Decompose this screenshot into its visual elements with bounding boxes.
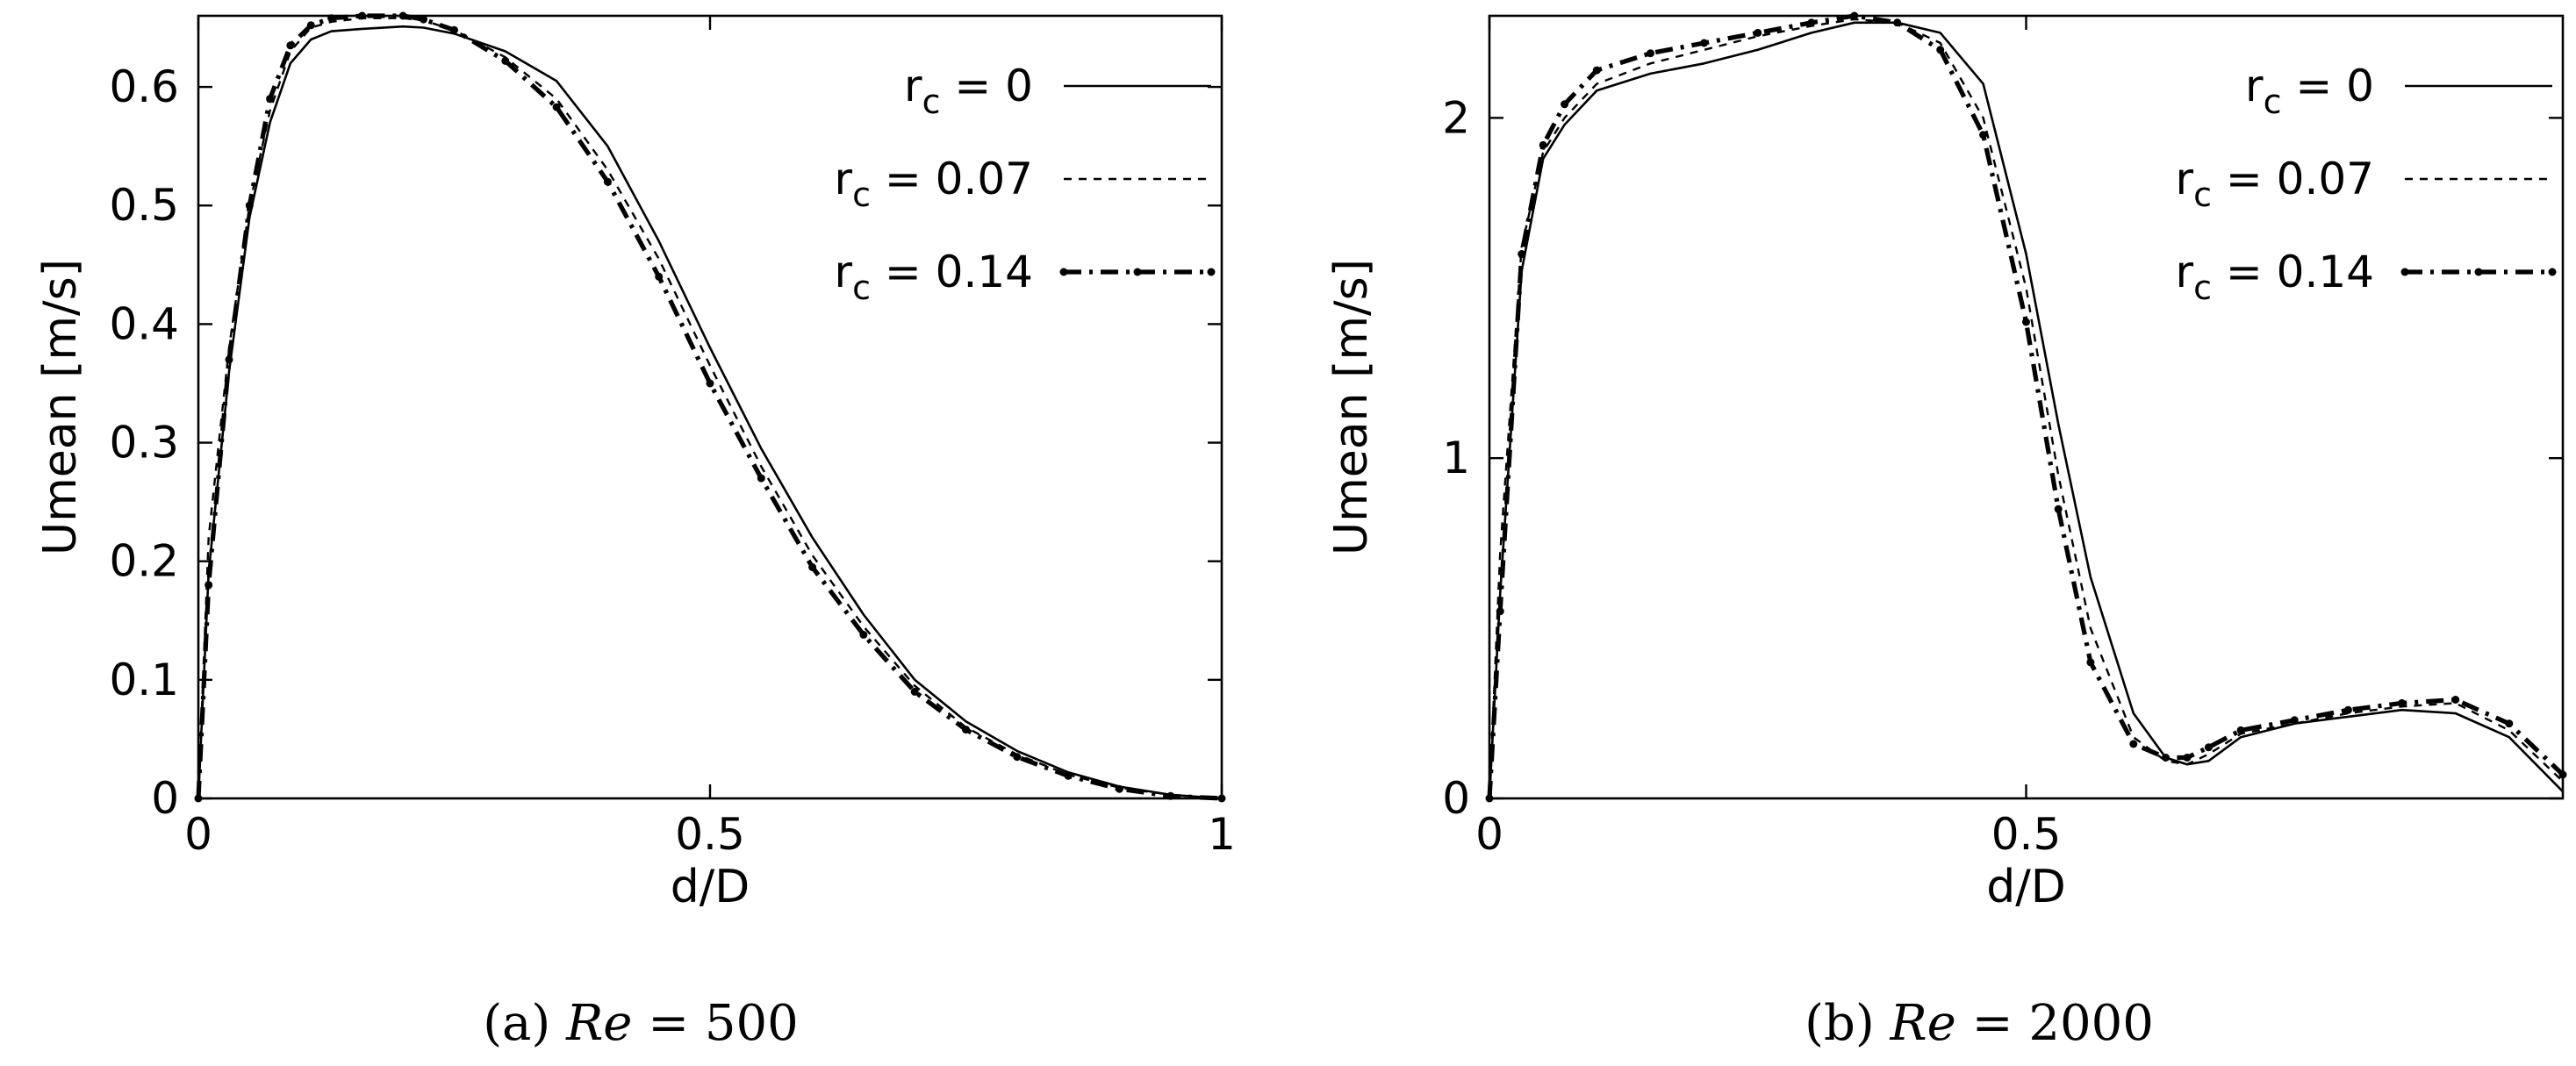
y-tick-label: 0.6 xyxy=(109,61,179,112)
series-point xyxy=(2505,719,2514,728)
legend-label: rc = 0.14 xyxy=(835,247,1033,307)
series-point xyxy=(1807,18,1816,27)
series-point xyxy=(2236,726,2245,734)
legend-point xyxy=(1207,268,1216,276)
series-point xyxy=(1647,49,1654,58)
legend-label: rc = 0.07 xyxy=(835,154,1033,214)
y-tick-label: 0.4 xyxy=(109,298,179,349)
legend-label: rc = 0.14 xyxy=(2176,247,2374,307)
series-point xyxy=(2398,698,2407,707)
y-tick-label: 0.2 xyxy=(109,536,179,587)
series-point xyxy=(2022,318,2030,326)
y-tick-label: 0 xyxy=(1442,773,1470,824)
legend-point xyxy=(2548,268,2557,276)
series-point xyxy=(1893,18,1902,27)
legend-point xyxy=(2400,268,2409,276)
series-point xyxy=(1518,250,1526,258)
series-line-3 xyxy=(196,13,1223,801)
series-point xyxy=(603,177,612,186)
series-line-1 xyxy=(1488,21,2564,799)
series-point xyxy=(205,581,213,590)
series-point xyxy=(306,21,315,30)
series-point xyxy=(2204,743,2213,752)
chart-2: 0 0.5 0 1 2 d/D Umean [m/s] rc = 0 rc = 0.07 rc =… xyxy=(1325,11,2567,1052)
series-point xyxy=(1592,66,1601,75)
series-line-2 xyxy=(197,17,1223,800)
series-point xyxy=(286,41,295,50)
plot-frame xyxy=(197,14,1223,800)
series-point xyxy=(450,25,458,34)
series-point xyxy=(962,726,970,734)
series-point xyxy=(859,631,868,639)
series-point xyxy=(501,56,510,65)
plot-frame xyxy=(1488,14,2565,800)
series-point xyxy=(2451,696,2460,704)
x-axis-label: d/D xyxy=(671,861,750,913)
y-tick-label: 0.1 xyxy=(109,655,179,705)
series-point xyxy=(808,563,817,571)
series-point xyxy=(1700,39,1709,47)
series-line-3 xyxy=(1487,13,2565,799)
legend-label: rc = 0 xyxy=(2245,61,2374,121)
y-tick-label: 2 xyxy=(1442,92,1470,143)
chart-1: 0 0.5 1 0 0.1 0.2 0.3 0.4 0.5 0.6 d/D Umean [m/s] rc… xyxy=(34,11,1236,1052)
x-axis-label: d/D xyxy=(1986,861,2066,913)
series-point xyxy=(245,201,254,210)
series-point xyxy=(2129,740,2138,748)
series-point xyxy=(1013,753,1022,762)
series-point xyxy=(2183,754,2192,762)
series-point xyxy=(1539,140,1547,149)
y-axis-label: Umean [m/s] xyxy=(1325,259,1378,555)
series-point xyxy=(2054,504,2063,513)
legend-point xyxy=(2474,268,2483,276)
x-tick-label: 0 xyxy=(1475,809,1503,860)
series-point xyxy=(2162,754,2170,762)
series-point xyxy=(1936,46,1945,54)
series-point xyxy=(757,474,765,483)
y-axis-label: Umean [m/s] xyxy=(34,259,87,555)
chart-caption: (a) Re = 500 xyxy=(483,995,799,1052)
series-point xyxy=(910,687,919,696)
series-point xyxy=(2343,705,2352,714)
legend-point xyxy=(1059,268,1068,276)
series-point xyxy=(1979,131,1988,140)
legend-label: rc = 0 xyxy=(904,61,1033,121)
x-tick-label: 1 xyxy=(1208,809,1236,860)
y-tick-label: 0 xyxy=(151,773,179,824)
series-point xyxy=(1496,607,1504,616)
series-point xyxy=(1115,784,1123,793)
y-tick-label: 0.5 xyxy=(109,180,179,231)
series-point xyxy=(2290,716,2299,725)
series-point xyxy=(655,272,664,281)
series-point xyxy=(2086,658,2095,667)
y-tick-label: 1 xyxy=(1442,433,1470,483)
x-tick-label: 0 xyxy=(184,809,212,860)
series-point xyxy=(1064,771,1073,780)
series-point xyxy=(552,103,561,111)
x-tick-label: 0.5 xyxy=(1991,809,2062,860)
series-point xyxy=(420,15,427,24)
series-line-1 xyxy=(197,25,1223,800)
y-tick-label: 0.3 xyxy=(109,418,179,469)
legend-point xyxy=(1133,268,1142,276)
x-tick-label: 0.5 xyxy=(675,809,745,860)
series-point xyxy=(266,95,275,104)
chart-caption: (b) Re = 2000 xyxy=(1805,995,2154,1052)
series-point xyxy=(1754,28,1762,37)
legend-label: rc = 0.07 xyxy=(2176,154,2374,214)
series-line-2 xyxy=(1488,18,2564,799)
series-point xyxy=(1561,100,1569,109)
series-point xyxy=(706,379,714,388)
series-point xyxy=(225,355,233,364)
